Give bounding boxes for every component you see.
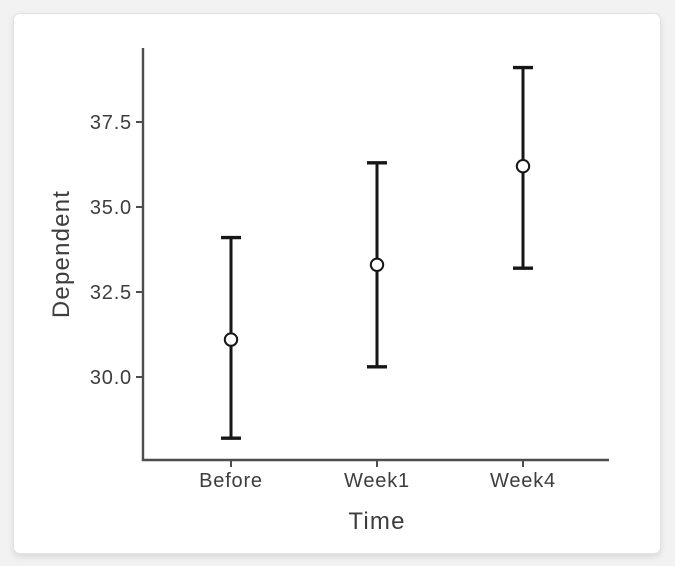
y-tick-label: 30.0	[90, 367, 132, 389]
y-tick-label: 32.5	[90, 282, 132, 304]
x-axis-title: Time	[348, 508, 405, 535]
point-marker	[223, 332, 239, 347]
point-marker	[369, 257, 385, 272]
y-tick-label: 35.0	[90, 197, 132, 219]
x-tick-label: Week1	[344, 470, 410, 492]
y-axis-title: Dependent	[48, 190, 75, 318]
y-tick-label: 37.5	[90, 112, 132, 134]
x-tick-label: Before	[199, 470, 263, 492]
chart-card	[13, 13, 661, 554]
point-marker	[515, 159, 531, 174]
x-tick-label: Week4	[490, 470, 556, 492]
